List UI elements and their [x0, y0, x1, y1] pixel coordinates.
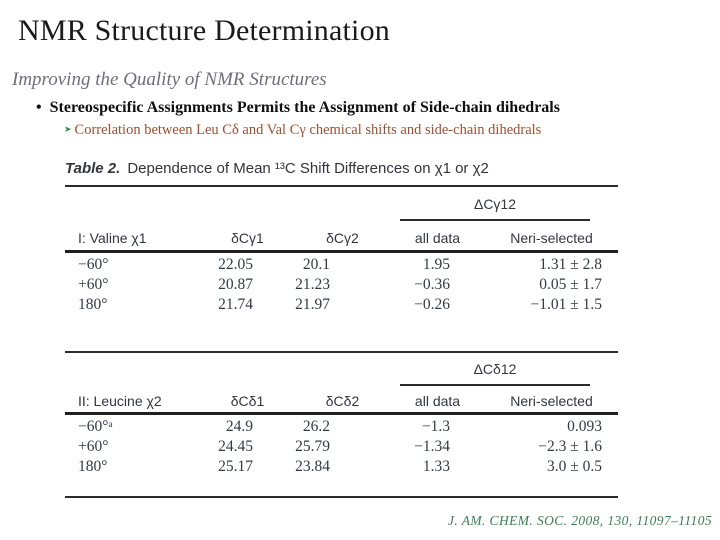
table-cell: 1.95: [422, 256, 450, 273]
bullet-item: • Stereospecific Assignments Permits the …: [36, 99, 560, 117]
table-cell: 21.74: [218, 296, 253, 313]
table-cell: −0.26: [414, 296, 450, 313]
slide-title: NMR Structure Determination: [18, 14, 390, 47]
sub-bullet-item: ➤ Correlation between Leu Cδ and Val Cγ c…: [64, 122, 541, 139]
slide-subtitle: Improving the Quality of NMR Structures: [12, 69, 327, 90]
spanner-delta-c-gamma-12: ΔCγ12: [473, 196, 517, 212]
table-cell: 0.05 ± 1.7: [539, 276, 602, 293]
table-cell: 0.093: [567, 418, 602, 435]
arrow-bullet-icon: ➤: [64, 124, 72, 134]
section-divider-rule: [65, 351, 618, 353]
table-cell: +60°: [78, 438, 109, 455]
table-cell: 24.45: [218, 438, 253, 455]
table-cell: 20.87: [218, 276, 253, 293]
column-header: δCγ2: [326, 230, 359, 246]
table-caption-text: Dependence of Mean ¹³C Shift Differences…: [127, 160, 489, 177]
column-header: Neri-selected: [510, 230, 593, 246]
table-cell: −1.3: [421, 418, 450, 435]
column-header: δCδ1: [230, 393, 265, 409]
column-header: all data: [414, 230, 461, 246]
table-header-row: II: Leucine χ2 δCδ1 δCδ2 all data Neri-s…: [65, 391, 618, 411]
table-row: 180° 21.74 21.97 −0.26 −1.01 ± 1.5: [65, 295, 618, 315]
table-cell: 180°: [78, 296, 108, 313]
journal-table-figure: Table 2. Dependence of Mean ¹³C Shift Dif…: [65, 160, 618, 505]
table-cell: −60°ᵃ: [78, 418, 113, 435]
header-rule: [65, 250, 618, 253]
table-caption-label: Table 2.: [65, 160, 121, 177]
caption-rule: [65, 185, 618, 187]
table-header-row: I: Valine χ1 δCγ1 δCγ2 all data Neri-sel…: [65, 228, 618, 248]
column-header: Neri-selected: [510, 393, 593, 409]
spanner-rule: [400, 384, 590, 386]
table-cell: −1.01 ± 1.5: [530, 296, 603, 313]
table-cell: 24.9: [225, 418, 253, 435]
spanner-rule: [400, 219, 590, 221]
table-cell: −2.3 ± 1.6: [538, 438, 602, 455]
table-cell: 23.84: [295, 458, 330, 475]
table-cell: −1.34: [414, 438, 450, 455]
sub-bullet-text: Correlation between Leu Cδ and Val Cγ ch…: [74, 122, 542, 138]
table-row: +60° 24.45 25.79 −1.34 −2.3 ± 1.6: [65, 437, 618, 457]
table-cell: 1.33: [422, 458, 450, 475]
column-header: δCγ1: [231, 230, 264, 246]
header-rule: [65, 412, 618, 415]
table-cell: 3.0 ± 0.5: [546, 458, 602, 475]
column-header: all data: [414, 393, 461, 409]
spanner-delta-c-delta-12: ΔCδ12: [473, 361, 517, 377]
table-cell: −0.36: [414, 276, 450, 293]
table-row: −60° 22.05 20.1 1.95 1.31 ± 2.8: [65, 255, 618, 275]
table-cell: 25.17: [218, 458, 253, 475]
bullet-text: Stereospecific Assignments Permits the A…: [49, 99, 560, 116]
table-cell: 25.79: [295, 438, 330, 455]
table-cell: 26.2: [302, 418, 330, 435]
journal-citation: J. AM. CHEM. SOC. 2008, 130, 11097–11105: [448, 513, 712, 528]
column-header: II: Leucine χ2: [78, 393, 162, 409]
table-row: −60°ᵃ 24.9 26.2 −1.3 0.093: [65, 417, 618, 437]
table-cell: 1.31 ± 2.8: [539, 256, 602, 273]
table-cell: −60°: [78, 256, 109, 273]
table-cell: 21.97: [295, 296, 330, 313]
table-cell: 22.05: [218, 256, 253, 273]
table-row: +60° 20.87 21.23 −0.36 0.05 ± 1.7: [65, 275, 618, 295]
table-cell: +60°: [78, 276, 109, 293]
column-header: I: Valine χ1: [78, 230, 147, 246]
table-caption: Table 2. Dependence of Mean ¹³C Shift Dif…: [65, 160, 618, 177]
table-cell: 21.23: [295, 276, 330, 293]
table-cell: 20.1: [302, 256, 330, 273]
bullet-dot-icon: •: [36, 99, 42, 116]
table-cell: 180°: [78, 458, 108, 475]
table-bottom-rule: [65, 496, 618, 498]
column-header: δCδ2: [325, 393, 360, 409]
table-row: 180° 25.17 23.84 1.33 3.0 ± 0.5: [65, 457, 618, 477]
